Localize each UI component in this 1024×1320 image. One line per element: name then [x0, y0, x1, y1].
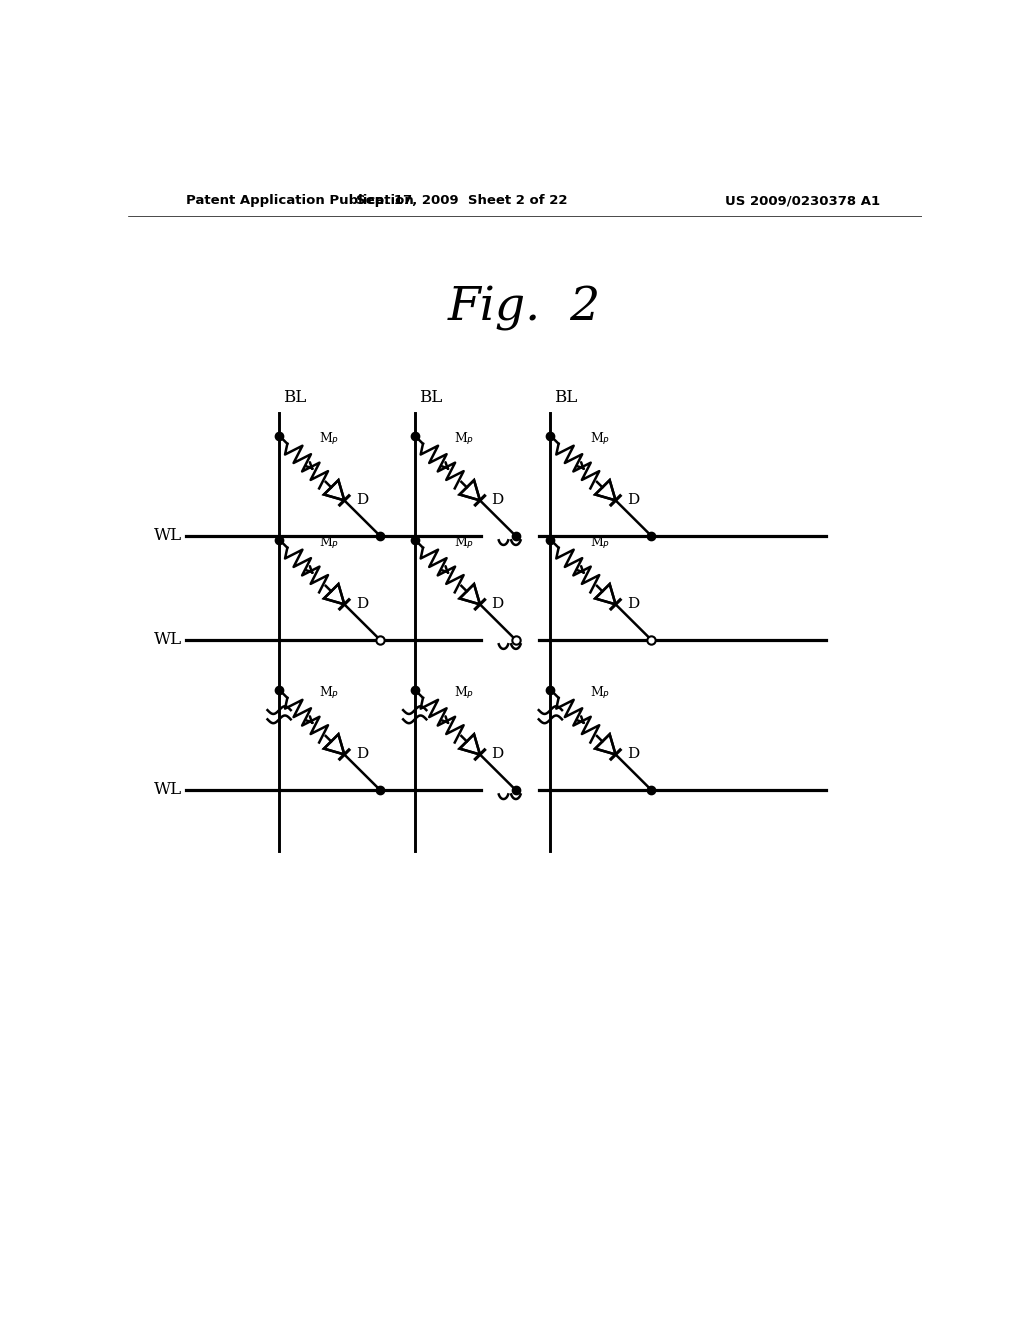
Text: M$_P$: M$_P$	[590, 430, 610, 447]
Text: WL: WL	[155, 631, 182, 648]
Text: M$_P$: M$_P$	[455, 685, 474, 701]
Text: M$_P$: M$_P$	[455, 430, 474, 447]
Text: D: D	[628, 494, 640, 507]
Text: M$_P$: M$_P$	[455, 535, 474, 550]
Text: M$_P$: M$_P$	[318, 685, 339, 701]
Text: Patent Application Publication: Patent Application Publication	[186, 194, 414, 207]
Text: Sep. 17, 2009  Sheet 2 of 22: Sep. 17, 2009 Sheet 2 of 22	[355, 194, 567, 207]
Text: Fig.  2: Fig. 2	[449, 286, 601, 331]
Text: D: D	[492, 598, 504, 611]
Text: WL: WL	[155, 527, 182, 544]
Text: US 2009/0230378 A1: US 2009/0230378 A1	[725, 194, 880, 207]
Text: M$_P$: M$_P$	[590, 535, 610, 550]
Text: D: D	[356, 494, 369, 507]
Text: D: D	[356, 747, 369, 762]
Text: D: D	[628, 747, 640, 762]
Text: BL: BL	[419, 389, 442, 407]
Text: D: D	[492, 494, 504, 507]
Text: D: D	[628, 598, 640, 611]
Text: D: D	[492, 747, 504, 762]
Text: M$_P$: M$_P$	[590, 685, 610, 701]
Text: M$_P$: M$_P$	[318, 430, 339, 447]
Text: BL: BL	[554, 389, 578, 407]
Text: WL: WL	[155, 781, 182, 799]
Text: BL: BL	[283, 389, 306, 407]
Text: M$_P$: M$_P$	[318, 535, 339, 550]
Text: D: D	[356, 598, 369, 611]
